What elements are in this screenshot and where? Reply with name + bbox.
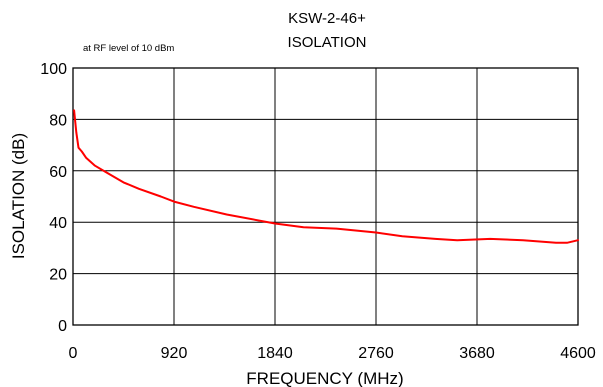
chart-title-line2: ISOLATION [288, 34, 367, 51]
y-tick-label: 60 [49, 164, 67, 181]
y-tick-labels: 0 20 40 60 80 100 [40, 61, 67, 335]
y-tick-label: 40 [49, 215, 67, 232]
plot-area [73, 68, 578, 325]
series-layer [73, 109, 579, 244]
x-tick-label: 4600 [560, 345, 596, 362]
x-tick-label: 920 [161, 345, 188, 362]
x-tick-label: 0 [69, 345, 78, 362]
x-tick-label: 2760 [358, 345, 394, 362]
grid [72, 67, 579, 326]
x-axis-label: FREQUENCY (MHz) [246, 369, 403, 387]
y-axis-label: ISOLATION (dB) [9, 133, 28, 259]
y-tick-label: 100 [40, 61, 67, 78]
x-tick-label: 3680 [459, 345, 495, 362]
y-tick-label: 80 [49, 112, 67, 129]
x-tick-label: 1840 [257, 345, 293, 362]
isolation-series-line [73, 109, 579, 244]
chart-title-line1: KSW-2-46+ [288, 10, 366, 27]
rf-level-annotation: at RF level of 10 dBm [83, 43, 174, 54]
y-tick-label: 20 [49, 267, 67, 284]
y-tick-label: 0 [58, 318, 67, 335]
plot-frame [72, 67, 579, 326]
x-tick-labels: 0 920 1840 2760 3680 4600 [69, 345, 596, 362]
